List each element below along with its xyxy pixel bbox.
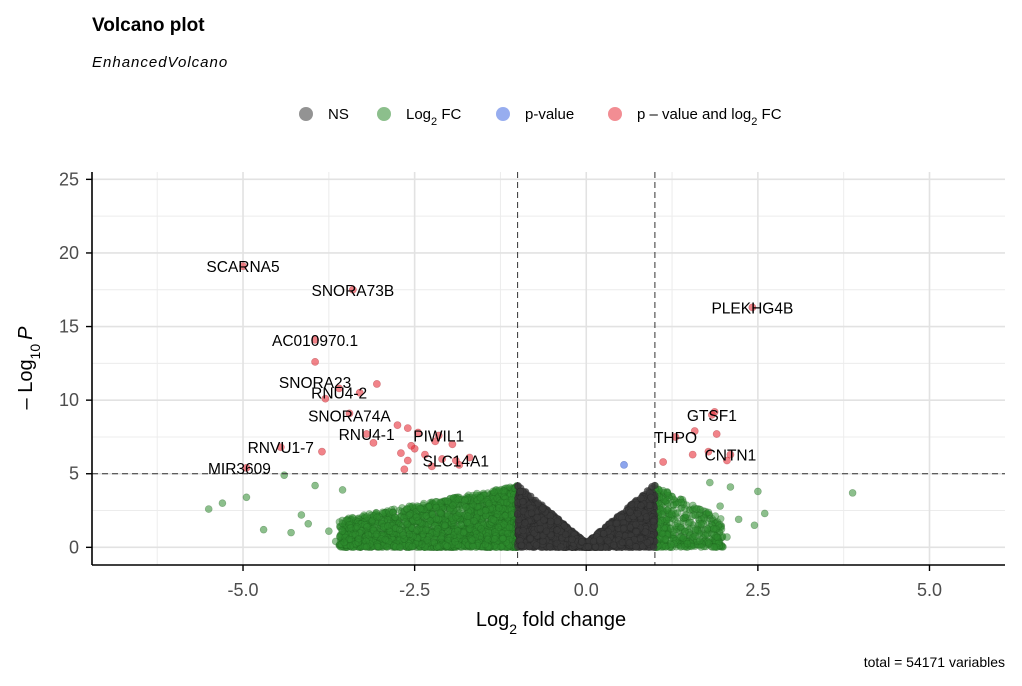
fc-cloud-point [703, 525, 712, 533]
fc-cloud-point [451, 538, 459, 546]
fc-cloud-point [436, 509, 445, 517]
fc-cloud-point [340, 538, 348, 547]
fc-cloud-point [362, 543, 371, 551]
fc-cloud-point [507, 510, 516, 519]
fc-cloud-point [464, 512, 472, 520]
fc-cloud-point [685, 518, 694, 526]
fc-cloud-point [373, 513, 381, 522]
fc-cloud-point [477, 524, 485, 533]
fc-cloud-point [679, 534, 687, 542]
fc-cloud-point [426, 517, 434, 525]
fc-cloud-point [461, 497, 469, 505]
point-clouds [335, 481, 727, 551]
fc-cloud-point [372, 530, 381, 539]
fc-cloud-point [422, 526, 430, 534]
fc-cloud-point [697, 520, 705, 528]
fc-cloud-point [666, 524, 675, 533]
fc-cloud-point [470, 517, 478, 525]
fc-cloud-point [493, 510, 502, 518]
fc-cloud-point [663, 489, 672, 497]
fc-cloud-point [491, 535, 499, 543]
fc-cloud-point [493, 543, 501, 551]
fc-cloud-point [662, 515, 671, 524]
fc-cloud-point [338, 527, 346, 535]
fc-cloud-point [399, 531, 407, 539]
fc-cloud-point [692, 505, 700, 513]
fc-cloud-point [396, 543, 404, 551]
fc-cloud-point [346, 542, 355, 550]
fc-cloud-point [434, 525, 442, 533]
fc-cloud-point [469, 542, 477, 551]
fc-cloud-point [696, 537, 704, 545]
fc-cloud-point [691, 511, 699, 520]
fc-cloud-point [455, 509, 463, 517]
fc-cloud-point [462, 503, 470, 511]
fc-cloud-point [347, 524, 355, 532]
fc-cloud-point [449, 501, 457, 510]
fc-cloud-point [354, 534, 363, 543]
fc-cloud-point [405, 511, 413, 519]
fc-cloud-point [499, 534, 507, 543]
fc-cloud-point [710, 525, 718, 533]
fc-cloud-point [408, 542, 416, 551]
fc-cloud-point [482, 506, 490, 515]
fc-cloud-point [383, 543, 391, 551]
legend-key-NS [299, 107, 313, 121]
fc-cloud-point [681, 527, 689, 535]
fc-cloud-point [661, 535, 669, 543]
legend-label-pvalue: p-value [525, 106, 574, 123]
legend-label-NS: NS [328, 106, 349, 123]
fc-cloud-point [353, 523, 361, 531]
fc-cloud-point [363, 523, 371, 531]
fc-cloud-point [418, 540, 426, 548]
fc-cloud-point [667, 540, 675, 549]
fc-cloud-point [381, 535, 389, 544]
fc-cloud-point [667, 510, 676, 518]
chart-title: Volcano plot [92, 15, 205, 36]
fc-cloud-point [373, 542, 382, 550]
fc-cloud-point [412, 513, 421, 521]
fc-cloud-point [454, 495, 462, 503]
fc-cloud-point [677, 498, 685, 507]
legend-key-both [608, 107, 622, 121]
fc-cloud-point [403, 504, 411, 513]
legend: NS Log2 FC p-value p – value and log2 FC [299, 106, 782, 128]
legend-label-Log2FC: Log2 FC [406, 106, 461, 128]
fc-cloud-point [710, 543, 718, 551]
fc-cloud-point [391, 513, 399, 521]
legend-label-both: p – value and log2 FC [637, 106, 782, 128]
chart-subtitle: EnhancedVolcano [92, 54, 228, 71]
fc-cloud-point [441, 521, 449, 529]
fc-cloud-point [443, 542, 451, 550]
fc-cloud-point [416, 504, 424, 513]
fc-cloud-point [476, 494, 484, 502]
fc-cloud-point [403, 520, 411, 529]
fc-cloud-point [432, 503, 440, 511]
fc-cloud-point [704, 508, 713, 516]
legend-key-Log2FC [377, 107, 391, 121]
legend-key-pvalue [496, 107, 510, 121]
fc-cloud-point [495, 504, 503, 512]
fc-cloud-point [658, 510, 666, 518]
fc-cloud-point [683, 539, 692, 548]
fc-cloud-point [430, 538, 438, 547]
fc-cloud-point [484, 535, 492, 543]
fc-cloud-point [713, 533, 722, 541]
fc-cloud-point [505, 523, 514, 532]
fc-cloud-point [673, 519, 681, 528]
fc-cloud-point [697, 543, 705, 551]
fc-cloud-point [468, 536, 476, 544]
fc-cloud-point [682, 511, 690, 519]
fc-cloud-point [463, 518, 471, 527]
fc-cloud-point [364, 531, 372, 539]
fc-cloud-point [507, 495, 516, 504]
fc-cloud-point [490, 488, 498, 496]
fc-cloud-point [501, 511, 509, 520]
fc-cloud-point [453, 527, 462, 535]
fc-cloud-point [485, 499, 493, 508]
grid [92, 172, 1005, 565]
fc-cloud-point [413, 526, 421, 534]
fc-cloud-point [384, 522, 392, 530]
